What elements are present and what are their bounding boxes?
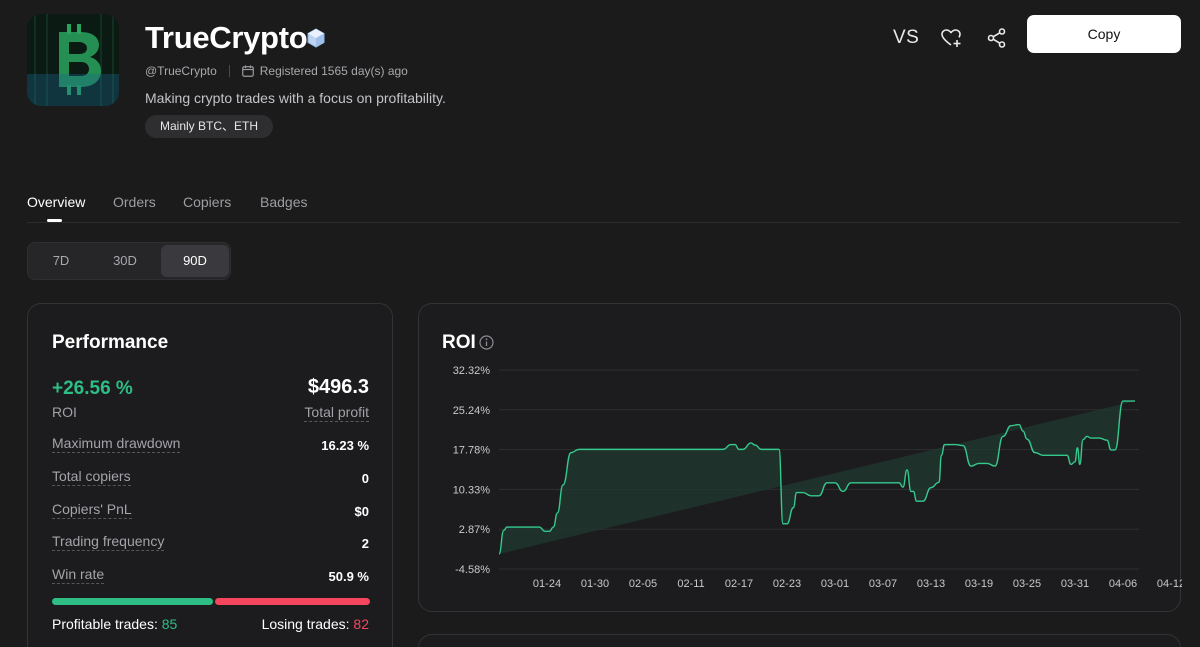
registered-text: Registered 1565 day(s) ago <box>259 64 408 78</box>
x-tick-label: 02-05 <box>629 578 657 590</box>
x-tick-label: 03-31 <box>1061 578 1089 590</box>
total-copiers-value: 0 <box>361 471 369 486</box>
x-tick-label: 01-30 <box>581 578 609 590</box>
tab-overview[interactable]: Overview <box>27 194 86 210</box>
losing-trades-bar <box>215 598 370 605</box>
x-tick-label: 02-23 <box>773 578 801 590</box>
divider <box>228 65 230 77</box>
x-tick-label: 01-24 <box>533 578 561 590</box>
performance-card: Performance +26.56 % $496.3 ROI Total pr… <box>27 303 393 647</box>
profile-tabs: Overview Orders Copiers Badges <box>27 194 1180 223</box>
win-rate-value: 50.9 % <box>328 569 369 584</box>
x-tick-label: 03-01 <box>821 578 849 590</box>
y-tick-label: 2.87% <box>459 524 490 536</box>
x-tick-label: 02-17 <box>725 578 753 590</box>
profitable-trades-bar <box>52 598 213 605</box>
tab-copiers[interactable]: Copiers <box>183 194 232 210</box>
tab-orders[interactable]: Orders <box>113 194 156 210</box>
x-tick-label: 04-06 <box>1109 578 1137 590</box>
y-tick-label: 17.78% <box>453 445 491 457</box>
roi-chart[interactable]: 32.32% 25.24% 17.78% 10.33% 2.87% -4.58% 01-24… <box>419 304 1182 613</box>
tab-badges[interactable]: Badges <box>260 194 308 210</box>
roi-label: ROI <box>52 404 77 420</box>
losing-trades-label: Losing trades: <box>261 616 350 632</box>
x-tick-label: 03-25 <box>1013 578 1041 590</box>
max-drawdown-label[interactable]: Maximum drawdown <box>52 435 181 453</box>
performance-title: Performance <box>52 332 169 353</box>
range-30d-button[interactable]: 30D <box>113 253 137 268</box>
favorite-add-icon[interactable] <box>939 26 963 50</box>
x-tick-label: 03-13 <box>917 578 945 590</box>
avatar <box>27 14 119 106</box>
copy-button[interactable]: Copy <box>1027 15 1181 53</box>
vs-compare-button[interactable]: VS <box>893 27 920 48</box>
info-icon[interactable] <box>479 335 494 350</box>
trading-frequency-value: 2 <box>361 536 369 551</box>
roi-area <box>499 401 1135 555</box>
profitable-trades-label: Profitable trades: <box>52 616 158 632</box>
bio: Making crypto trades with a focus on pro… <box>145 90 446 106</box>
calendar-icon <box>241 65 254 77</box>
secondary-card <box>418 634 1181 647</box>
y-tick-label: 25.24% <box>453 405 491 417</box>
x-tick-label: 03-07 <box>869 578 897 590</box>
copiers-pnl-value: $0 <box>354 504 369 519</box>
roi-chart-card: ROI 32.32% 25.24% 17.78% 10.33% 2.87% -4.58% 0… <box>418 303 1182 613</box>
roi-value: +26.56 % <box>52 378 133 399</box>
max-drawdown-value: 16.23 % <box>321 438 369 453</box>
profitable-trades-count: 85 <box>161 616 178 632</box>
handle: @TrueCrypto <box>145 64 217 78</box>
y-tick-label: -4.58% <box>455 564 490 576</box>
x-tick-label: 03-19 <box>965 578 993 590</box>
total-profit-value: $496.3 <box>307 376 369 398</box>
range-90d-button[interactable]: 90D <box>161 245 229 277</box>
trading-frequency-label[interactable]: Trading frequency <box>52 533 165 551</box>
x-tick-label: 02-11 <box>677 578 704 590</box>
total-profit-label[interactable]: Total profit <box>304 404 369 422</box>
trading-tag: Mainly BTC、ETH <box>145 115 274 138</box>
roi-series-line <box>498 400 1135 555</box>
verified-badge-icon <box>307 28 325 48</box>
profitable-trades: Profitable trades: 85 <box>52 616 177 632</box>
range-7d-button[interactable]: 7D <box>52 253 70 268</box>
active-tab-indicator <box>47 219 62 222</box>
share-icon[interactable] <box>985 26 1009 50</box>
win-rate-label[interactable]: Win rate <box>52 566 105 584</box>
total-copiers-label[interactable]: Total copiers <box>52 468 131 486</box>
x-tick-label: 04-12 <box>1157 578 1182 590</box>
losing-trades: Losing trades: 82 <box>262 616 369 632</box>
losing-trades-count: 82 <box>353 616 369 632</box>
copiers-pnl-label[interactable]: Copiers' PnL <box>52 501 132 519</box>
time-range-selector: 7D 30D 90D <box>27 242 231 280</box>
y-tick-label: 10.33% <box>453 484 491 496</box>
trader-name: TrueCrypto <box>145 20 308 55</box>
chart-title: ROI <box>442 332 476 353</box>
y-tick-label: 32.32% <box>453 365 491 377</box>
profile-meta: @TrueCrypto Registered 1565 day(s) ago <box>145 64 408 78</box>
